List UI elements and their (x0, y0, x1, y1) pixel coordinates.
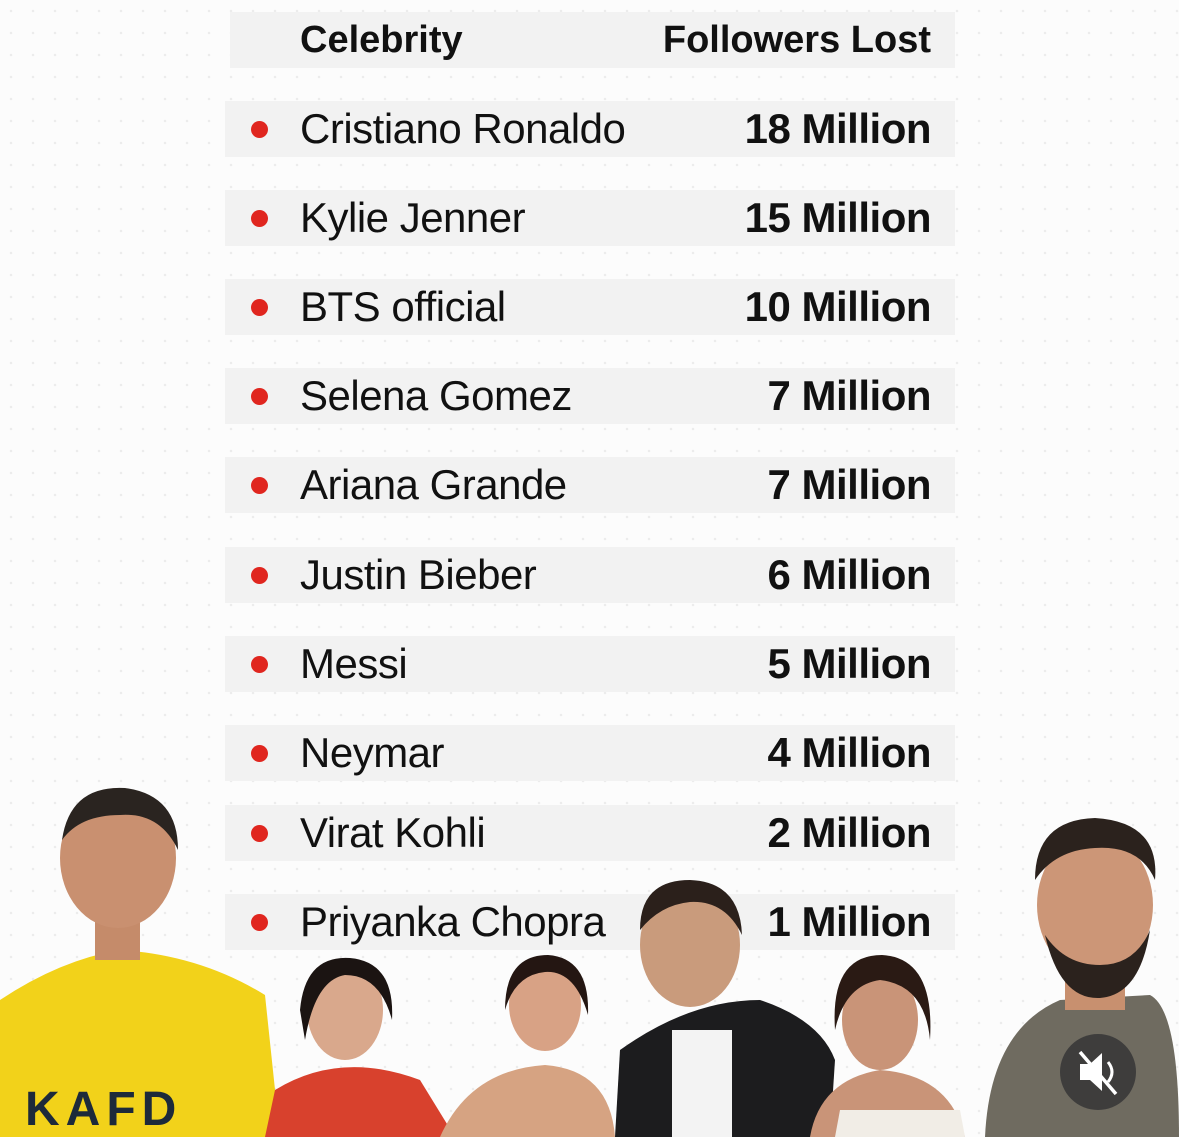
celebrity-name: Cristiano Ronaldo (300, 105, 626, 152)
photo-priyanka (810, 955, 965, 1137)
celebrity-name: Messi (300, 640, 408, 687)
bullet (251, 656, 268, 673)
followers-lost: 15 Million (744, 194, 932, 241)
celebrity-name: Justin Bieber (300, 551, 537, 598)
bullet (251, 914, 268, 931)
celebrity-name: Selena Gomez (300, 372, 572, 419)
celebrity-name: Kylie Jenner (300, 194, 526, 241)
table-row: Priyanka Chopra 1 Million (225, 894, 955, 950)
celebrity-name: Virat Kohli (300, 809, 486, 856)
photo-messi (615, 880, 835, 1137)
table-row: BTS official 10 Million (225, 279, 955, 335)
bullet (251, 745, 268, 762)
table-header: Celebrity Followers Lost (230, 12, 955, 68)
photo-virat (985, 818, 1179, 1137)
table-row: Neymar 4 Million (225, 725, 955, 781)
bullet (251, 210, 268, 227)
followers-lost: 10 Million (744, 283, 932, 330)
table-row: Ariana Grande 7 Million (225, 457, 955, 513)
followers-lost: 2 Million (767, 809, 932, 856)
column-header: Celebrity (300, 19, 463, 61)
photo-selena (440, 955, 615, 1137)
photo-ronaldo: KAFD (0, 787, 280, 1137)
followers-lost: 6 Million (767, 551, 932, 598)
celebrity-name: BTS official (300, 283, 506, 330)
column-header: Followers Lost (662, 19, 931, 61)
followers-lost: 1 Million (767, 898, 932, 945)
followers-lost: 5 Million (767, 640, 932, 687)
bullet (251, 825, 268, 842)
table-row: Cristiano Ronaldo 18 Million (225, 101, 955, 157)
followers-lost: 7 Million (767, 461, 932, 508)
table-row: Virat Kohli 2 Million (225, 805, 955, 861)
bullet (251, 567, 268, 584)
celebrity-name: Neymar (300, 729, 445, 776)
table-row: Messi 5 Million (225, 636, 955, 692)
followers-lost: 4 Million (767, 729, 932, 776)
bullet (251, 477, 268, 494)
followers-lost: 18 Million (744, 105, 932, 152)
followers-lost: 7 Million (767, 372, 932, 419)
svg-text:KAFD: KAFD (25, 1083, 182, 1136)
mute-button[interactable] (1060, 1034, 1136, 1110)
bullet (251, 388, 268, 405)
celebrity-name: Ariana Grande (300, 461, 567, 508)
bullet (251, 121, 268, 138)
photo-kylie (265, 957, 455, 1137)
bullet (251, 299, 268, 316)
table-row: Kylie Jenner 15 Million (225, 190, 955, 246)
celebrity-name: Priyanka Chopra (300, 898, 606, 945)
table-row: Selena Gomez 7 Million (225, 368, 955, 424)
table-row: Justin Bieber 6 Million (225, 547, 955, 603)
